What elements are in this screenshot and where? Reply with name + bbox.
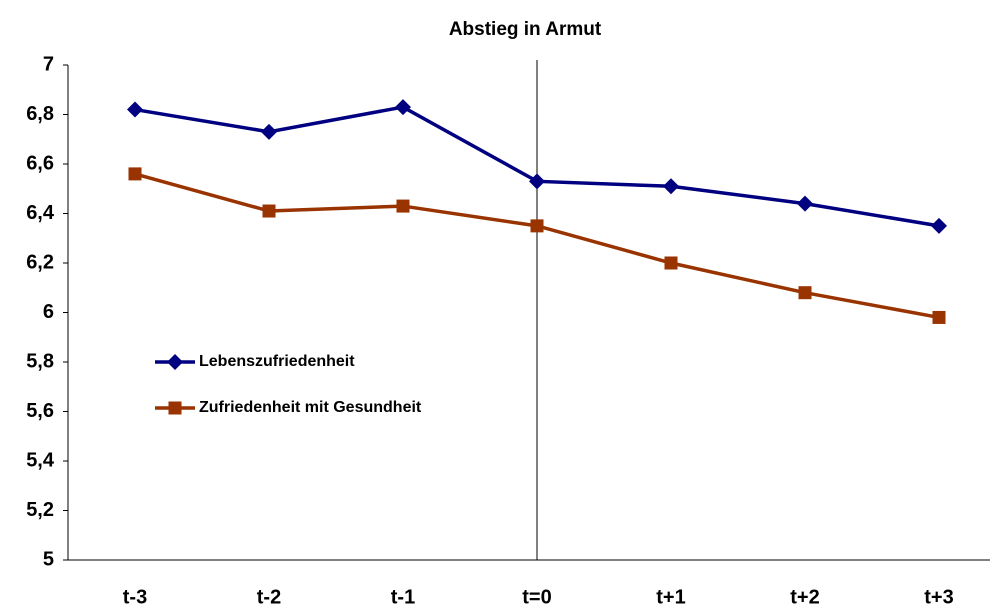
data-point xyxy=(663,178,679,195)
y-tick-label: 5 xyxy=(43,548,54,570)
data-point xyxy=(529,173,545,190)
y-tick-label: 5,6 xyxy=(26,400,54,422)
data-point xyxy=(395,99,411,116)
x-tick-label: t-2 xyxy=(257,586,281,608)
y-tick-label: 7 xyxy=(43,53,54,75)
x-tick-label: t-1 xyxy=(391,586,415,608)
data-point xyxy=(798,286,812,300)
data-point xyxy=(127,101,143,118)
data-point xyxy=(261,123,277,140)
y-tick-label: 6 xyxy=(43,301,54,323)
y-tick-label: 5,8 xyxy=(26,350,54,372)
x-tick-label: t+2 xyxy=(790,586,819,608)
y-tick-label: 6,2 xyxy=(26,251,54,273)
data-point xyxy=(530,219,544,233)
x-tick-label: t-3 xyxy=(123,586,147,608)
legend-marker xyxy=(168,401,182,415)
x-tick-label: t=0 xyxy=(522,586,551,608)
data-point xyxy=(797,195,813,212)
data-point xyxy=(931,217,947,234)
data-point xyxy=(262,204,276,218)
y-tick-label: 5,2 xyxy=(26,499,54,521)
data-point xyxy=(932,310,946,324)
data-point xyxy=(664,256,678,270)
data-point xyxy=(128,167,142,181)
y-tick-label: 6,4 xyxy=(26,202,55,224)
chart-title: Abstieg in Armut xyxy=(449,19,602,40)
legend-label: Zufriedenheit mit Gesundheit xyxy=(199,399,422,416)
y-tick-label: 6,6 xyxy=(26,152,54,174)
legend-label: Lebenszufriedenheit xyxy=(199,353,355,370)
legend-marker xyxy=(167,354,183,370)
x-tick-label: t+1 xyxy=(656,586,685,608)
y-tick-label: 6,8 xyxy=(26,103,54,125)
x-tick-label: t+3 xyxy=(924,586,953,608)
y-tick-label: 5,4 xyxy=(26,449,55,471)
data-point xyxy=(396,199,410,213)
